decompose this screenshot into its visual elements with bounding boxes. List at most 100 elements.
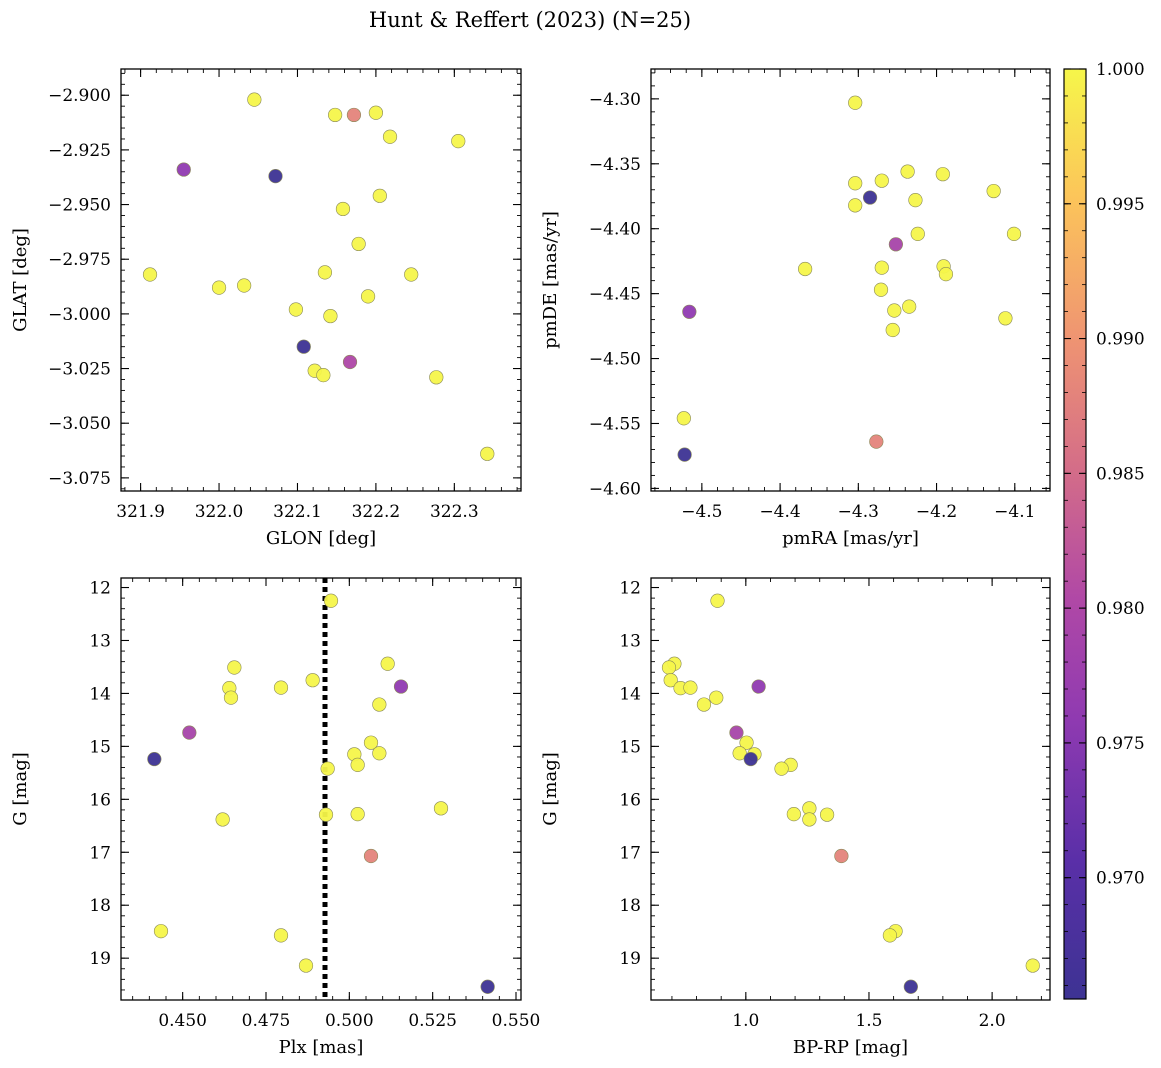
- data-point: [237, 278, 252, 293]
- data-point: [696, 697, 712, 712]
- data-point: [318, 807, 334, 822]
- x-axis-label: Plx [mas]: [279, 1037, 364, 1058]
- data-point: [998, 311, 1013, 326]
- data-point: [910, 226, 925, 242]
- data-point: [862, 190, 878, 205]
- data-point: [268, 169, 283, 184]
- data-point: [480, 979, 495, 994]
- data-point: [360, 289, 376, 304]
- y-tick-label: 14: [619, 684, 641, 704]
- data-point: [288, 302, 304, 317]
- data-point: [372, 697, 387, 712]
- data-point: [328, 107, 343, 123]
- x-tick-label: 0.500: [325, 1011, 374, 1031]
- y-axis-label: G [mag]: [540, 752, 561, 825]
- panel-glon-glat: 321.9 322.0 322.1 322.2 322.3 −2.900 −2.925 −2.…: [10, 68, 522, 549]
- data-point: [350, 807, 365, 822]
- y-tick-label: −4.45: [589, 285, 641, 305]
- data-point: [147, 751, 162, 767]
- data-point: [873, 282, 889, 297]
- data-point: [986, 183, 1001, 199]
- y-axis-label: G [mag]: [10, 752, 31, 825]
- data-point: [848, 95, 863, 110]
- y-tick-label: 14: [89, 684, 111, 704]
- data-point: [182, 725, 197, 740]
- colorbar-tick-label: 0.985: [1096, 464, 1145, 484]
- x-tick-label: −4.5: [681, 502, 722, 522]
- plot-frame: [650, 68, 1051, 492]
- data-point: [729, 725, 744, 740]
- x-tick-label: 322.2: [352, 502, 401, 522]
- y-axis-label: pmDE [mas/yr]: [540, 211, 561, 349]
- data-point: [677, 447, 692, 462]
- y-tick-label: 18: [619, 896, 641, 916]
- data-point: [902, 299, 917, 314]
- figure-title: Hunt & Reffert (2023) (N=25): [369, 8, 691, 32]
- data-point: [834, 848, 849, 864]
- data-point: [368, 105, 384, 120]
- data-point: [882, 928, 898, 943]
- y-tick-label: 16: [89, 790, 111, 810]
- plot-frame: [120, 577, 522, 1001]
- data-point: [323, 593, 339, 608]
- data-point: [885, 322, 900, 338]
- data-point: [710, 593, 725, 608]
- x-tick-label: 0.475: [242, 1011, 291, 1031]
- data-point: [451, 134, 466, 149]
- x-tick-label: −4.2: [916, 502, 957, 522]
- y-tick-label: −4.60: [589, 479, 641, 499]
- data-point: [372, 746, 387, 761]
- data-point: [380, 656, 395, 671]
- colorbar-tick-label: 0.980: [1096, 599, 1145, 619]
- y-tick-label: 12: [89, 579, 111, 599]
- x-tick-label: −4.3: [838, 502, 879, 522]
- data-point: [142, 267, 158, 282]
- x-tick-label: 322.3: [430, 502, 479, 522]
- x-tick-label: 0.450: [158, 1011, 207, 1031]
- data-point: [404, 267, 419, 282]
- x-tick-label: 322.1: [273, 502, 322, 522]
- x-axis-label: GLON [deg]: [266, 528, 376, 549]
- panel-bprp-g: 1.0 1.5 2.0 12 13 14 15 16 17 18 19 BP-RP [mag] G [m…: [540, 577, 1051, 1058]
- y-tick-label: 13: [89, 631, 111, 651]
- data-point: [433, 801, 449, 816]
- data-point: [429, 370, 444, 385]
- data-point: [848, 198, 863, 213]
- data-point: [346, 107, 362, 123]
- data-point: [869, 434, 884, 449]
- data-point: [393, 679, 409, 694]
- data-point: [480, 446, 495, 461]
- y-tick-label: −4.30: [589, 90, 641, 110]
- y-tick-label: −4.50: [589, 350, 641, 370]
- y-tick-label: 19: [89, 949, 111, 969]
- data-point: [342, 354, 358, 370]
- data-point: [351, 236, 366, 252]
- data-point: [938, 267, 954, 282]
- colorbar-gradient: [1063, 68, 1087, 1000]
- data-point: [935, 167, 950, 182]
- data-point: [320, 761, 335, 776]
- data-point: [900, 164, 915, 179]
- x-tick-label: 0.550: [492, 1011, 541, 1031]
- data-point: [153, 924, 169, 939]
- y-axis-label: GLAT [deg]: [10, 228, 31, 332]
- colorbar-tick-label: 0.995: [1096, 195, 1145, 215]
- data-point: [176, 162, 191, 177]
- data-point: [743, 751, 758, 767]
- data-point: [802, 812, 817, 827]
- plot-frame: [120, 68, 522, 492]
- panel-pmra-pmde: −4.5 −4.4 −4.3 −4.2 −4.1 −4.30 −4.35 −4.40 −4.45…: [540, 68, 1051, 549]
- data-point: [215, 812, 230, 827]
- data-point: [227, 660, 242, 675]
- y-tick-label: 13: [619, 631, 641, 651]
- data-point: [382, 129, 398, 144]
- data-point: [874, 260, 889, 275]
- x-tick-label: 321.9: [116, 502, 165, 522]
- colorbar-tick-label: 0.970: [1096, 869, 1145, 889]
- y-tick-label: −4.55: [589, 414, 641, 434]
- x-tick-label: 1.0: [732, 1011, 759, 1031]
- y-tick-label: −4.35: [589, 155, 641, 175]
- data-point: [1006, 226, 1022, 242]
- data-point: [908, 193, 923, 208]
